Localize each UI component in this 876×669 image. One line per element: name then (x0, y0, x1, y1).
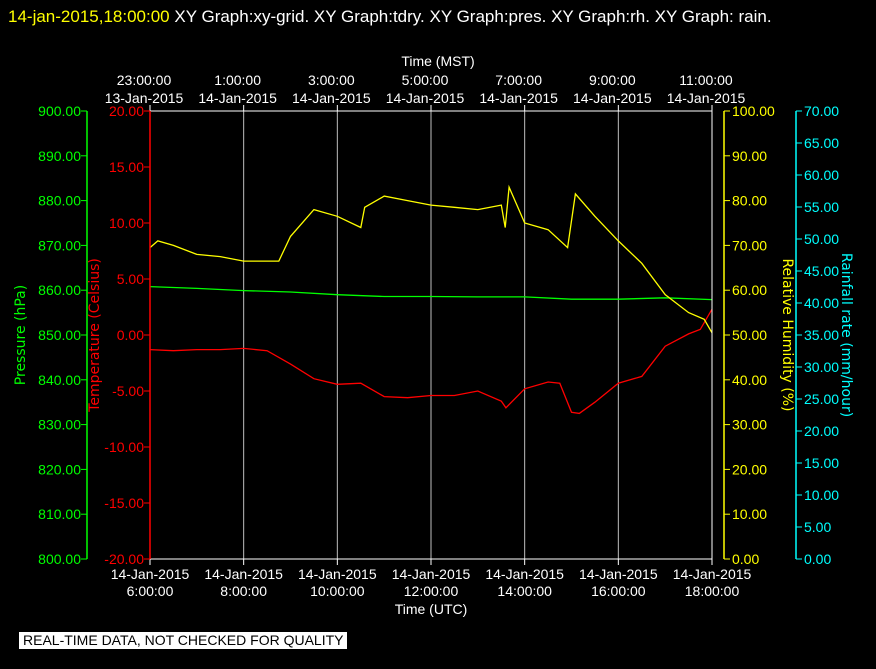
humidity-tick-label: 0.00 (732, 551, 759, 567)
x-top-tick-label-time: 23:00:00 (117, 72, 172, 88)
temperature-axis-label: Temperature (Celsius) (87, 258, 103, 413)
x-tick-label-date: 14-Jan-2015 (298, 566, 377, 582)
timestamp: 14-jan-2015,18:00:00 (8, 7, 170, 26)
rain-tick-label: 60.00 (804, 167, 839, 183)
pressure-tick-label: 850.00 (38, 327, 81, 343)
x-tick-label-date: 14-Jan-2015 (485, 566, 564, 582)
temperature-tick-label: 20.00 (109, 103, 144, 119)
humidity-tick-label: 20.00 (732, 461, 767, 477)
x-tick-label-date: 14-Jan-2015 (392, 566, 471, 582)
time-axes: 14-Jan-20156:00:0014-Jan-20158:00:0014-J… (105, 53, 752, 617)
temperature-tick-label: -5.00 (112, 383, 144, 399)
temperature-tick-label: 0.00 (117, 327, 144, 343)
rain-tick-label: 15.00 (804, 455, 839, 471)
rain-tick-label: 55.00 (804, 199, 839, 215)
rain-tick-label: 65.00 (804, 135, 839, 151)
rain-tick-label: 30.00 (804, 359, 839, 375)
temperature-tick-label: 5.00 (117, 271, 144, 287)
temperature-tick-label: -20.00 (104, 551, 144, 567)
pressure-tick-label: 800.00 (38, 551, 81, 567)
pressure-tick-label: 870.00 (38, 237, 81, 253)
x-top-tick-label-date: 13-Jan-2015 (105, 90, 184, 106)
x-tick-label-time: 14:00:00 (497, 583, 552, 599)
pressure-tick-label: 880.00 (38, 193, 81, 209)
humidity-tick-label: 100.00 (732, 103, 775, 119)
x-top-tick-label-date: 14-Jan-2015 (667, 90, 746, 106)
x-tick-label-time: 8:00:00 (220, 583, 267, 599)
x-axis-label-utc: Time (UTC) (395, 601, 468, 617)
quality-notice: REAL-TIME DATA, NOT CHECKED FOR QUALITY (19, 632, 348, 649)
rain-tick-label: 70.00 (804, 103, 839, 119)
x-tick-label-time: 10:00:00 (310, 583, 365, 599)
grid-lines (149, 111, 713, 559)
rain-tick-label: 50.00 (804, 231, 839, 247)
rain-tick-label: 40.00 (804, 295, 839, 311)
x-top-tick-label-date: 14-Jan-2015 (479, 90, 558, 106)
x-top-tick-label-time: 3:00:00 (308, 72, 355, 88)
x-tick-label-time: 16:00:00 (591, 583, 646, 599)
rain-tick-label: 45.00 (804, 263, 839, 279)
rain-tick-label: 5.00 (804, 519, 831, 535)
x-tick-label-time: 18:00:00 (685, 583, 740, 599)
temperature-tick-label: -10.00 (104, 439, 144, 455)
humidity-tick-label: 60.00 (732, 282, 767, 298)
humidity-tick-label: 90.00 (732, 148, 767, 164)
humidity-tick-label: 50.00 (732, 327, 767, 343)
x-tick-label-date: 14-Jan-2015 (579, 566, 658, 582)
x-top-tick-label-time: 9:00:00 (589, 72, 636, 88)
x-top-tick-label-date: 14-Jan-2015 (292, 90, 371, 106)
humidity-series-line (149, 184, 713, 334)
rain-tick-label: 20.00 (804, 423, 839, 439)
value-axes: 800.00 810.00 820.00 830.00 840.00 850.00 860.… (13, 103, 854, 567)
humidity-tick-label: 80.00 (732, 193, 767, 209)
pressure-tick-label: 840.00 (38, 372, 81, 388)
rain-tick-label: 35.00 (804, 327, 839, 343)
x-top-tick-label-date: 14-Jan-2015 (386, 90, 465, 106)
temperature-tick-label: 10.00 (109, 215, 144, 231)
x-tick-label-date: 14-Jan-2015 (673, 566, 752, 582)
pressure-tick-label: 830.00 (38, 417, 81, 433)
rain-tick-label: 10.00 (804, 487, 839, 503)
pressure-tick-label: 810.00 (38, 506, 81, 522)
temperature-series-line (149, 308, 713, 415)
humidity-tick-label: 40.00 (732, 372, 767, 388)
x-tick-label-date: 14-Jan-2015 (111, 566, 190, 582)
rain-tick-label: 25.00 (804, 391, 839, 407)
title-bar: 14-jan-2015,18:00:00 XY Graph:xy-grid. X… (8, 2, 868, 31)
series-group (149, 184, 713, 415)
humidity-tick-label: 10.00 (732, 506, 767, 522)
pressure-tick-label: 890.00 (38, 148, 81, 164)
x-top-tick-label-time: 5:00:00 (402, 72, 449, 88)
x-top-tick-label-time: 1:00:00 (214, 72, 261, 88)
x-tick-label-time: 12:00:00 (404, 583, 459, 599)
pressure-tick-label: 820.00 (38, 461, 81, 477)
x-top-tick-label-date: 14-Jan-2015 (198, 90, 277, 106)
x-tick-label-time: 6:00:00 (127, 583, 174, 599)
x-top-tick-label-time: 7:00:00 (495, 72, 542, 88)
pressure-series-line (149, 285, 713, 301)
x-top-tick-label-time: 11:00:00 (679, 72, 733, 88)
temperature-tick-label: 15.00 (109, 159, 144, 175)
humidity-tick-label: 70.00 (732, 237, 767, 253)
pressure-axis-label: Pressure (hPa) (13, 285, 29, 385)
rain-axis-label: Rainfall rate (mm/hour) (838, 253, 854, 417)
pressure-tick-label: 860.00 (38, 282, 81, 298)
temperature-tick-label: -15.00 (104, 495, 144, 511)
humidity-axis-label: Relative Humidity (%) (779, 258, 795, 411)
x-top-tick-label-date: 14-Jan-2015 (573, 90, 652, 106)
humidity-tick-label: 30.00 (732, 417, 767, 433)
x-axis-label-mst: Time (MST) (401, 53, 474, 69)
rain-tick-label: 0.00 (804, 551, 831, 567)
pressure-tick-label: 900.00 (38, 103, 81, 119)
graph-list: XY Graph:xy-grid. XY Graph:tdry. XY Grap… (174, 7, 772, 26)
x-tick-label-date: 14-Jan-2015 (204, 566, 283, 582)
